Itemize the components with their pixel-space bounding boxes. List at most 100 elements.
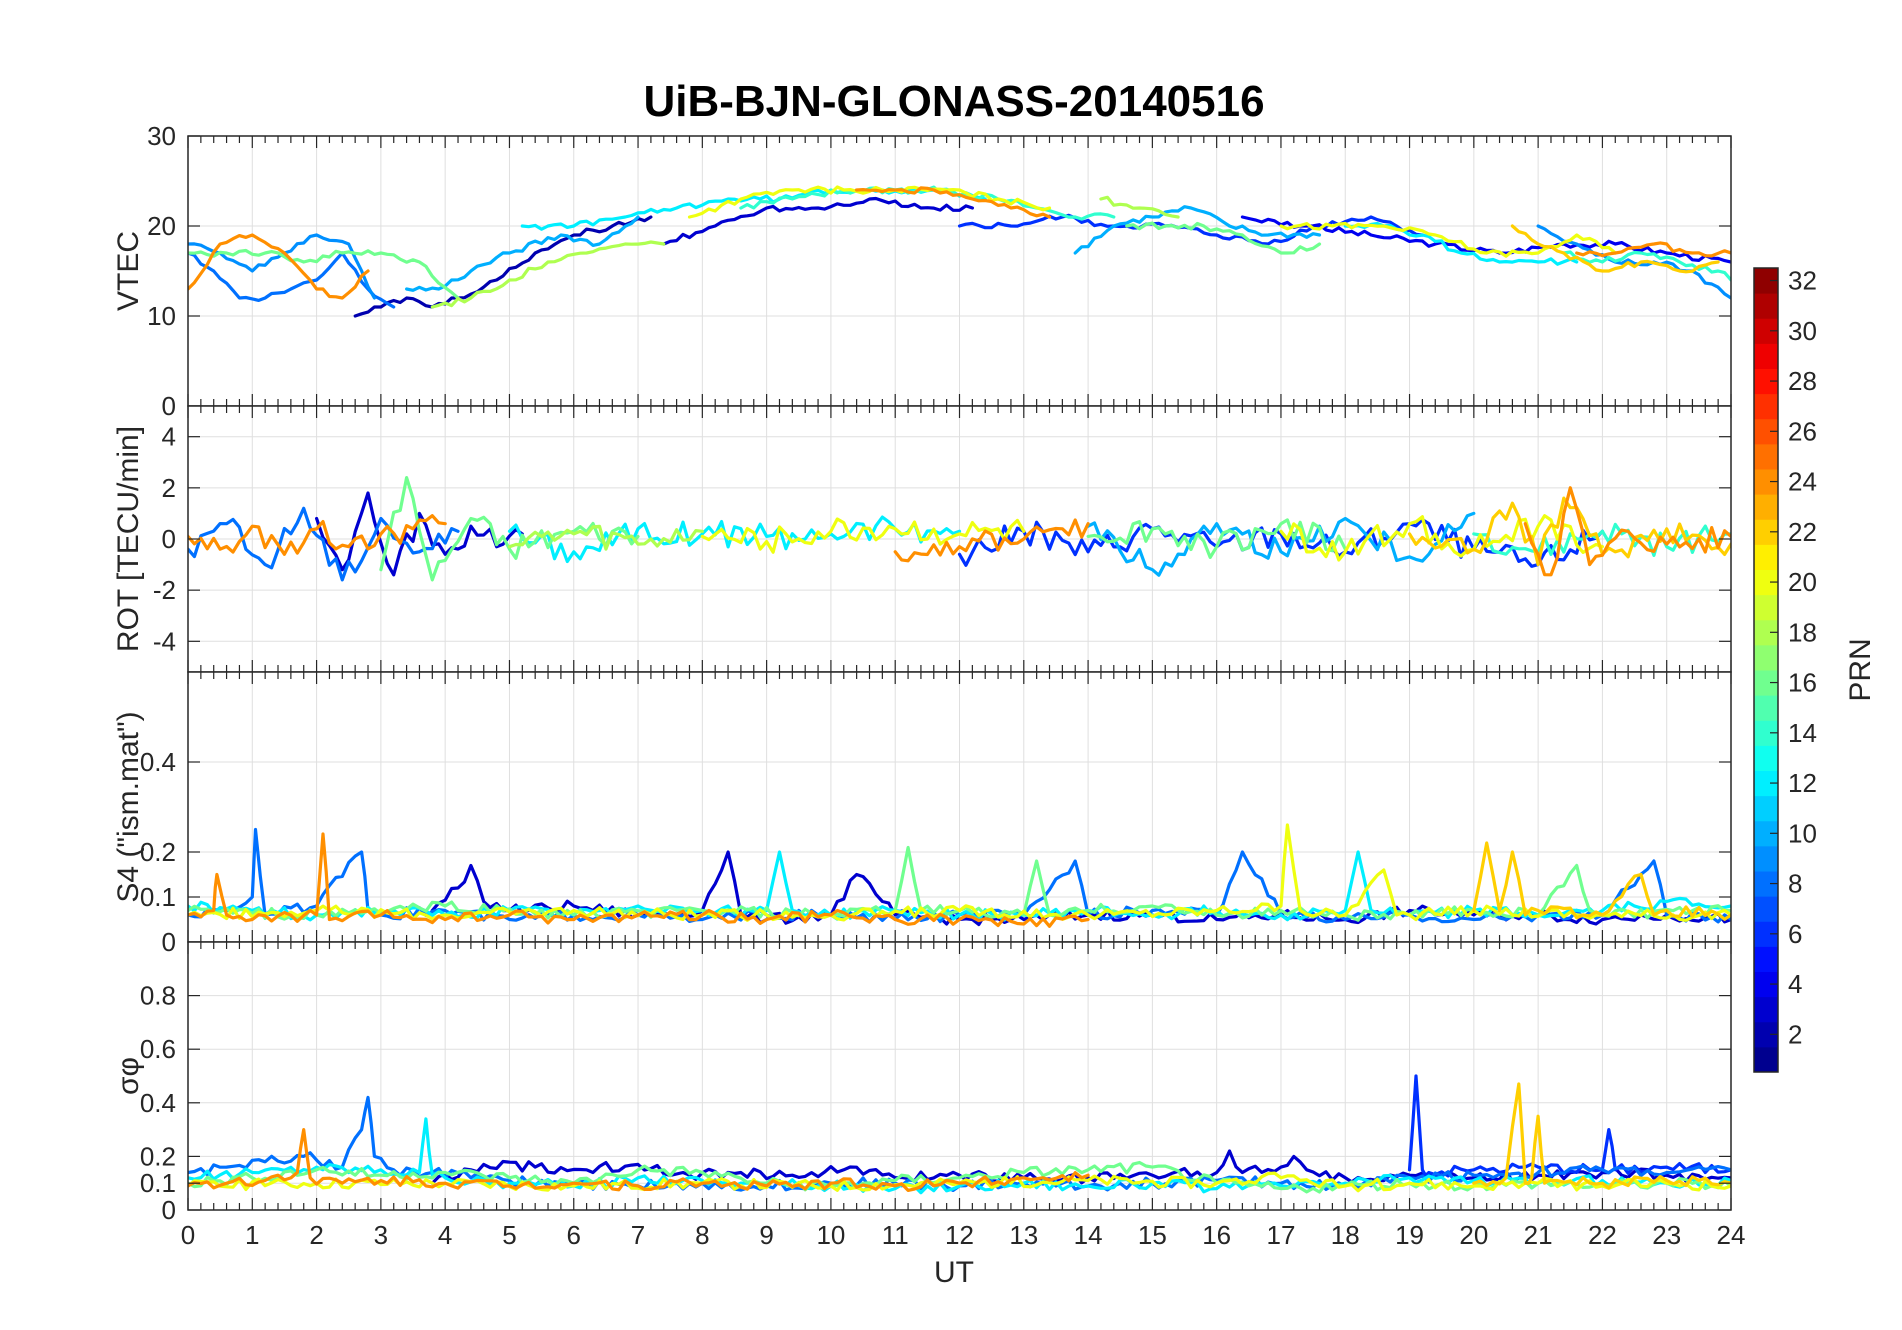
- colorbar-segment: [1754, 996, 1778, 1023]
- x-tick-label: 5: [502, 1220, 516, 1250]
- colorbar-tick-label: 16: [1788, 668, 1817, 698]
- grid: [188, 406, 1731, 672]
- colorbar-tick-label: 4: [1788, 969, 1802, 999]
- series-line-prn-12: [507, 515, 962, 564]
- x-tick-label: 16: [1202, 1220, 1231, 1250]
- x-tick-label: 10: [816, 1220, 845, 1250]
- y-axis-label-rot: ROT [TECU/min]: [112, 426, 145, 652]
- colorbar-tick-label: 2: [1788, 1019, 1802, 1049]
- series-line-prn-9: [1536, 224, 1731, 300]
- x-tick-label: 17: [1266, 1220, 1295, 1250]
- series-line-prn-24: [188, 1128, 1090, 1192]
- series-line-prn-24: [893, 518, 1090, 563]
- y-tick-label: 10: [147, 301, 176, 331]
- series-line-prn-24: [855, 186, 1052, 219]
- series-group: [188, 1074, 1731, 1195]
- y-tick-label: 0: [162, 524, 176, 554]
- x-tick-label: 1: [245, 1220, 259, 1250]
- x-ticks: [187, 406, 1732, 672]
- colorbar-tick-label: 18: [1788, 617, 1817, 647]
- panel-s4: 0 0.1 0.2 0.4S4 ("ism.mat"): [112, 671, 1732, 957]
- colorbar-segment: [1754, 695, 1778, 721]
- x-tick-label: 4: [438, 1220, 452, 1250]
- series-line-prn-24: [1575, 241, 1731, 258]
- series-line-prn-20: [1279, 221, 1617, 258]
- x-ticks: [187, 136, 1732, 406]
- colorbar-segment: [1754, 745, 1778, 771]
- y-tick-label: 0.8: [140, 981, 176, 1011]
- colorbar-segment: [1754, 594, 1778, 621]
- colorbar-segment: [1754, 494, 1778, 520]
- series-line-prn-18: [430, 240, 666, 309]
- y-tick-label: 0: [162, 391, 176, 421]
- colorbar-frame: [1753, 267, 1779, 1073]
- series-group: [188, 823, 1731, 928]
- x-tick-label: 21: [1524, 1220, 1553, 1250]
- colorbar-tick-label: 28: [1788, 366, 1817, 396]
- series-line-prn-2: [353, 215, 653, 318]
- colorbar-segment: [1754, 795, 1778, 822]
- x-tick-label: 13: [1009, 1220, 1038, 1250]
- x-ticks: [187, 942, 1732, 1210]
- y-tick-label: 0: [162, 927, 176, 957]
- x-tick-label: 9: [759, 1220, 773, 1250]
- x-tick-label: 14: [1074, 1220, 1103, 1250]
- colorbar-label: PRN: [1844, 638, 1877, 701]
- x-tick-label: 8: [695, 1220, 709, 1250]
- colorbar-segment: [1754, 443, 1778, 470]
- series-line-prn-3: [662, 196, 974, 246]
- colorbar-segment: [1754, 644, 1778, 671]
- x-tick-label: 3: [374, 1220, 388, 1250]
- colorbar-tick-label: 12: [1788, 768, 1817, 798]
- colorbar-segment: [1754, 393, 1778, 420]
- series-line-prn-22: [1510, 224, 1720, 274]
- series-line-prn-24: [188, 832, 1090, 928]
- y-tick-label: 0.2: [140, 837, 176, 867]
- x-tick-label: 22: [1588, 1220, 1617, 1250]
- colorbar-tick-label: 10: [1788, 818, 1817, 848]
- colorbar-tick-label: 20: [1788, 567, 1817, 597]
- panel-rot: -4 -2 0 2 4 ROT [TECU/min]: [112, 405, 1732, 673]
- colorbar-tick-label: 8: [1788, 869, 1802, 899]
- colorbar-segment: [1754, 343, 1778, 369]
- series-line-prn-16: [188, 248, 460, 300]
- y-tick-label: 20: [147, 211, 176, 241]
- x-tick-label: 24: [1717, 1220, 1746, 1250]
- series-line-prn-16: [379, 476, 640, 582]
- y-tick-label: 0.1: [140, 1168, 176, 1198]
- panel-vtec: 0 10 20 30 VTEC: [112, 121, 1732, 421]
- x-tick-labels: 0 1 2 3 4 5 6 7 8 9 10 11 12 13 14 15 16 17 18 19 20 21 22 23 24: [181, 1220, 1746, 1250]
- series-line-prn-20: [1279, 514, 1604, 562]
- series-line-prn-8: [188, 506, 460, 582]
- colorbar-segment: [1754, 1046, 1778, 1073]
- colorbar-tick-label: 26: [1788, 416, 1817, 446]
- series-line-prn-18: [1099, 195, 1180, 219]
- series-line-prn-16: [1125, 221, 1322, 255]
- colorbar-tick-label: 14: [1788, 718, 1817, 748]
- series-line-prn-22: [1407, 496, 1731, 567]
- series-line-prn-16: [1086, 518, 1347, 559]
- series-line-prn-24: [188, 233, 370, 300]
- series-line-prn-14: [1562, 250, 1731, 282]
- colorbar-segment: [1754, 896, 1778, 922]
- colorbar-segment: [1754, 946, 1778, 972]
- colorbar-tick-label: 24: [1788, 467, 1817, 497]
- colorbar-segment: [1754, 845, 1778, 872]
- y-tick-label: 0: [162, 1195, 176, 1225]
- colorbar-tick-label: 22: [1788, 517, 1817, 547]
- x-tick-label: 0: [181, 1220, 195, 1250]
- y-tick-label: 0.6: [140, 1034, 176, 1064]
- x-tick-label: 23: [1652, 1220, 1681, 1250]
- series-line-prn-24: [1523, 486, 1731, 577]
- series-line-prn-10: [1086, 511, 1476, 577]
- y-tick-label: 0.4: [140, 747, 176, 777]
- series-line-prn-4: [1240, 215, 1731, 264]
- series-line-prn-22: [1472, 841, 1731, 921]
- series-line-prn-10: [1073, 205, 1322, 255]
- y-tick-label: 2: [162, 473, 176, 503]
- x-tick-label: 2: [309, 1220, 323, 1250]
- colorbar-tick-label: 30: [1788, 316, 1817, 346]
- y-tick-label: 0.2: [140, 1141, 176, 1171]
